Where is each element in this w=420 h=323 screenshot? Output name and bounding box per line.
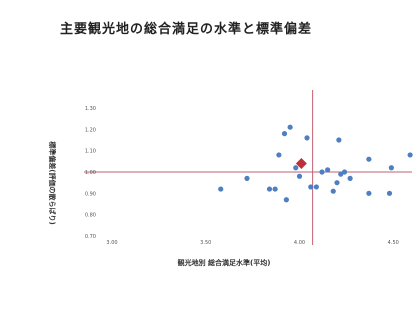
data-point	[287, 124, 293, 130]
y-axis-ticks: 0.70 0.80 0.90 1.00 1.10 1.20 1.30	[85, 106, 96, 240]
reference-lines	[84, 90, 412, 245]
y-axis-label: 標準偏差(評価の散らばり)	[48, 141, 56, 225]
data-point	[366, 190, 372, 196]
x-tick-label: 4.50	[388, 240, 399, 246]
data-point	[341, 169, 348, 175]
data-point	[304, 135, 310, 141]
y-tick-label: 0.90	[85, 191, 96, 197]
chart-title: 主要観光地の総合満足の水準と標準偏差	[60, 22, 313, 37]
data-point	[325, 167, 331, 173]
x-axis-ticks: 3.00 3.50 4.00 4.50	[106, 240, 398, 246]
x-tick-label: 3.00	[106, 240, 117, 246]
x-tick-label: 3.50	[200, 240, 211, 246]
data-points	[218, 124, 413, 203]
data-point	[347, 175, 353, 181]
y-tick-label: 0.80	[85, 213, 96, 219]
data-point	[296, 173, 303, 179]
y-tick-label: 1.00	[85, 170, 96, 176]
data-point	[388, 165, 394, 171]
data-point	[266, 186, 273, 192]
y-tick-label: 1.30	[85, 106, 96, 112]
data-point	[366, 156, 372, 162]
data-point	[334, 180, 340, 186]
data-point	[319, 169, 325, 175]
data-point	[244, 175, 250, 181]
data-point	[276, 152, 282, 158]
data-point	[336, 137, 342, 143]
data-point	[272, 186, 278, 192]
data-point	[407, 152, 413, 158]
data-point	[386, 190, 393, 196]
data-point	[283, 197, 289, 203]
data-point	[293, 165, 299, 171]
x-tick-label: 4.00	[294, 240, 305, 246]
highlighted-data-point	[295, 157, 307, 169]
data-point	[313, 184, 319, 190]
data-point	[281, 131, 288, 137]
y-tick-label: 1.10	[85, 149, 96, 155]
y-tick-label: 1.20	[85, 127, 96, 133]
data-point	[218, 186, 224, 192]
x-axis-label: 観光地別 総合満足水準(平均)	[177, 259, 271, 267]
data-point	[330, 188, 336, 194]
data-point	[308, 184, 314, 190]
y-tick-label: 0.70	[85, 234, 96, 240]
